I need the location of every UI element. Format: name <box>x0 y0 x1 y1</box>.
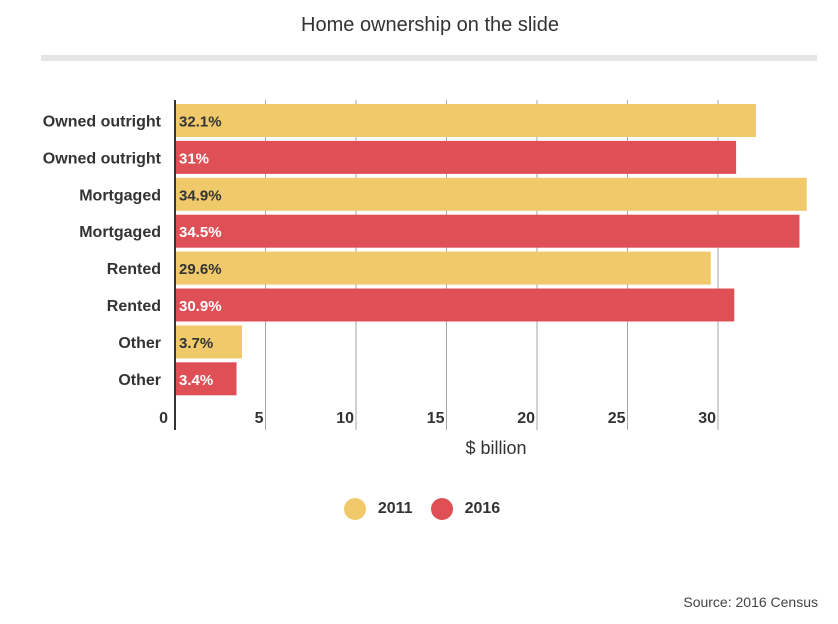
category-label: Other <box>118 372 161 389</box>
legend: 2011 2016 <box>0 498 838 520</box>
bar-2016 <box>175 288 735 322</box>
category-label: Owned outright <box>43 150 162 167</box>
x-tick-label: 30 <box>698 410 716 427</box>
x-tick-label: 0 <box>159 410 168 427</box>
bar-value-label: 30.9% <box>179 298 222 315</box>
source-note: Source: 2016 Census <box>683 594 818 610</box>
legend-swatch-2016 <box>430 498 453 520</box>
bar-2016 <box>175 362 237 396</box>
category-label: Rented <box>107 298 161 315</box>
bar-2016 <box>175 214 800 248</box>
x-tick-label: 25 <box>608 410 626 427</box>
legend-item-2016[interactable]: 2016 <box>430 498 501 520</box>
x-tick-label: 5 <box>255 410 264 427</box>
bar-value-label: 34.5% <box>179 224 222 241</box>
category-label: Other <box>118 335 161 352</box>
bar-value-label: 32.1% <box>179 114 222 131</box>
bar-2011 <box>175 104 757 137</box>
category-label: Mortgaged <box>79 187 161 204</box>
title-divider <box>41 55 817 61</box>
category-label: Rented <box>107 261 161 278</box>
x-tick-label: 15 <box>427 410 445 427</box>
bar-value-label: 34.9% <box>179 187 222 204</box>
bar-2011 <box>175 325 242 359</box>
legend-label-2016: 2016 <box>464 500 501 517</box>
bar-value-label: 3.4% <box>179 372 213 389</box>
bar-2016 <box>175 140 737 174</box>
x-axis-title: $ billion <box>465 438 526 458</box>
category-label: Mortgaged <box>79 224 161 241</box>
bar-chart: 32.1% Owned outright 31% Owned outright 34.9… <box>43 100 807 458</box>
x-tick-label: 10 <box>336 410 354 427</box>
x-tick-label: 20 <box>517 410 535 427</box>
bar-value-label: 3.7% <box>179 335 213 352</box>
bar-value-label: 29.6% <box>179 261 222 278</box>
category-label: Owned outright <box>43 114 162 131</box>
legend-swatch-2011 <box>343 498 366 520</box>
chart-title: Home ownership on the slide <box>301 14 559 36</box>
bar-2011 <box>175 251 711 285</box>
bar-value-label: 31% <box>179 150 209 167</box>
bar-2011 <box>175 177 807 211</box>
legend-label-2011: 2011 <box>377 500 413 517</box>
legend-item-2011[interactable]: 2011 <box>343 498 413 520</box>
